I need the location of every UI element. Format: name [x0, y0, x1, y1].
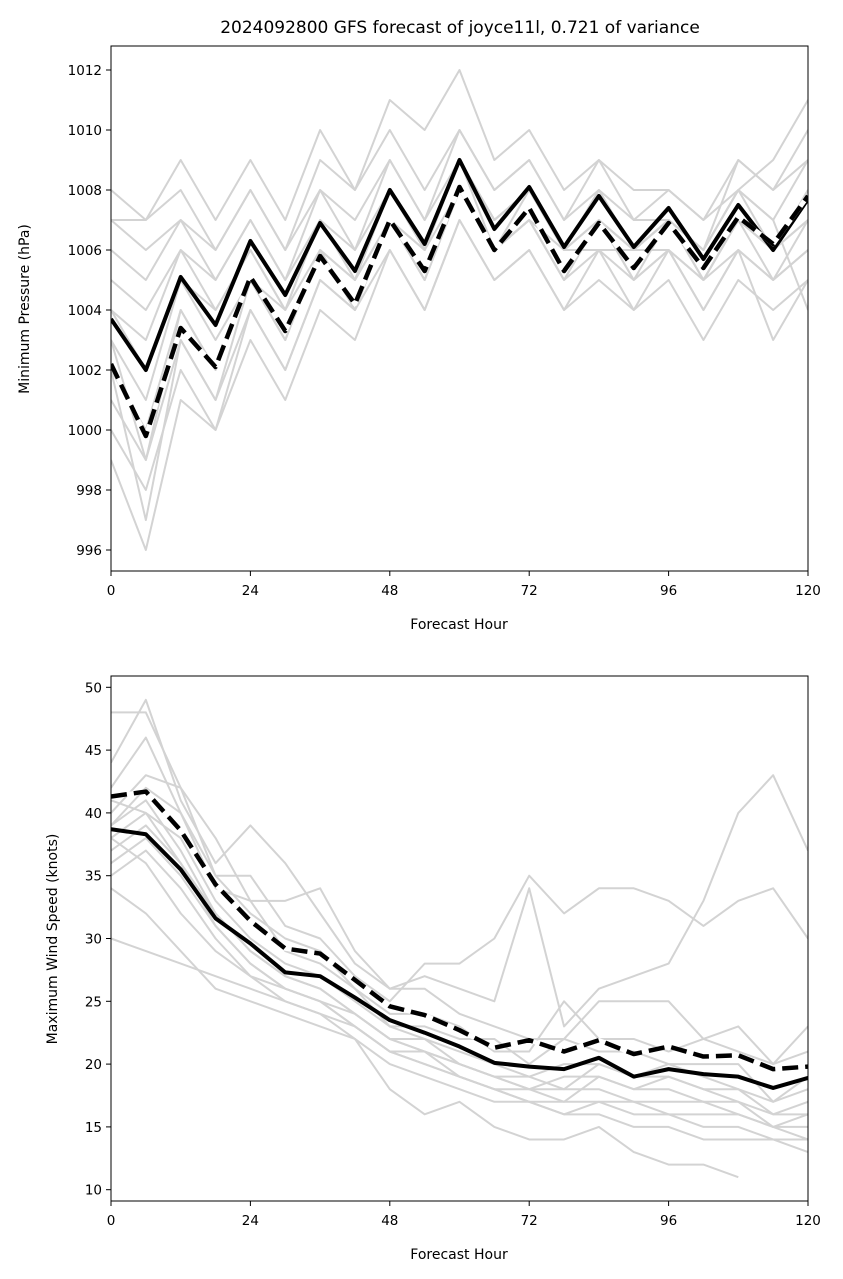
chart-title: 2024092800 GFS forecast of joyce11l, 0.7… [220, 18, 700, 38]
x-tick-label: 96 [660, 1213, 677, 1229]
y-tick-label: 50 [85, 680, 102, 696]
series-group [111, 69, 808, 551]
ensemble-member-line [111, 887, 808, 1153]
x-tick-label: 72 [521, 1213, 538, 1229]
y-tick-label: 1004 [68, 303, 102, 319]
x-tick-label: 0 [107, 1213, 116, 1229]
plot-frame [110, 45, 809, 572]
y-tick-label: 1008 [68, 183, 102, 199]
ensemble-member-line [111, 736, 808, 1066]
y-tick-label: 15 [85, 1120, 102, 1136]
x-tick-label: 48 [381, 583, 398, 599]
y-tick-label: 1002 [68, 363, 102, 379]
wind-plot-area: 0 24 48 72 96 120 10 15 20 25 30 35 40 45 50 [85, 675, 821, 1229]
ensemble-member-line [111, 219, 808, 491]
x-axis-label: Forecast Hour [410, 617, 508, 633]
y-tick-label: 998 [76, 483, 102, 499]
y-axis-label: Minimum Pressure (hPa) [17, 224, 33, 394]
x-tick-label: 96 [660, 583, 677, 599]
x-tick-label: 120 [795, 1213, 821, 1229]
ensemble-member-line [111, 698, 808, 1028]
x-tick-label: 48 [381, 1213, 398, 1229]
y-tick-label: 1010 [68, 123, 102, 139]
mean-solid-line [111, 827, 808, 1090]
y-tick-label: 30 [85, 932, 102, 948]
y-axis-label: Maximum Wind Speed (knots) [45, 834, 61, 1045]
x-tick-label: 72 [521, 583, 538, 599]
wind-panel: 0 24 48 72 96 120 10 15 20 25 30 35 40 45 50 Forecast … [45, 675, 821, 1263]
y-tick-label: 1012 [68, 63, 102, 79]
x-axis-label: Forecast Hour [410, 1247, 508, 1263]
pressure-panel: 2024092800 GFS forecast of joyce11l, 0.7… [17, 18, 821, 633]
x-tick-label: 0 [107, 583, 116, 599]
ensemble-member-line [111, 711, 808, 1003]
y-tick-label: 996 [76, 543, 102, 559]
ensemble-member-line [111, 824, 808, 1116]
ensemble-member-line [111, 159, 808, 311]
y-tick-label: 20 [85, 1057, 102, 1073]
y-tick-label: 25 [85, 994, 102, 1010]
y-tick-label: 1000 [68, 423, 102, 439]
x-tick-label: 24 [242, 1213, 259, 1229]
y-tick-label: 10 [85, 1183, 102, 1199]
ensemble-member-line [111, 99, 808, 251]
x-tick-label: 24 [242, 583, 259, 599]
ensemble-member-line [111, 774, 808, 1066]
ensemble-member-line [111, 799, 808, 1141]
ensemble-member-line [111, 69, 808, 221]
ensemble-member-line [111, 786, 808, 1103]
ensemble-member-line [111, 799, 808, 1116]
y-tick-label: 45 [85, 743, 102, 759]
x-tick-label: 120 [795, 583, 821, 599]
y-tick-label: 35 [85, 869, 102, 885]
mean-solid-line [111, 158, 808, 372]
mean-dashed-line [111, 789, 808, 1072]
ensemble-member-line [111, 837, 739, 1179]
y-tick-label: 1006 [68, 243, 102, 259]
series-group [111, 698, 808, 1179]
mean-dashed-line [111, 184, 808, 439]
y-tick-label: 40 [85, 806, 102, 822]
pressure-plot-area: 0 24 48 72 96 120 996 998 1000 1002 1004 1006 1008 10… [68, 45, 821, 599]
